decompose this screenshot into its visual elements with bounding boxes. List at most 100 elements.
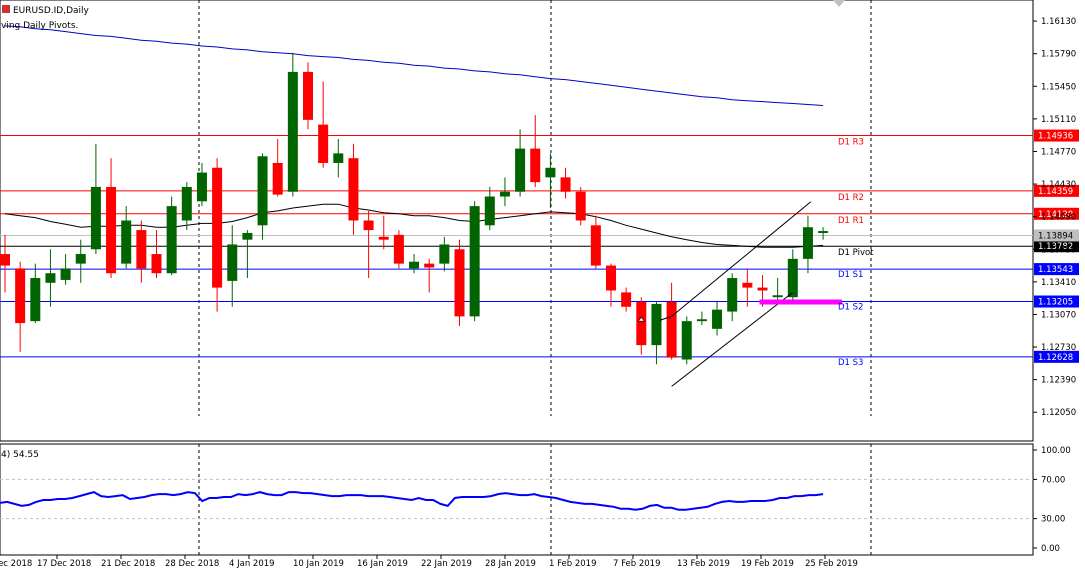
pivot-price-box (1034, 207, 1079, 220)
price-tick-label: 1.14770 (1041, 147, 1076, 157)
candle-body (530, 148, 541, 183)
price-tick-label: 1.13410 (1041, 278, 1076, 288)
candle-body (257, 156, 268, 226)
rsi-tick-label: 70.00 (1041, 475, 1065, 485)
candle-body (818, 231, 829, 233)
pivot-price-label: 1.14936 (1038, 132, 1073, 142)
pivot-price-label: 1.13543 (1038, 265, 1073, 275)
price-tick-label: 1.14430 (1041, 180, 1076, 190)
candle-body (469, 206, 480, 317)
current-price-label: 1.13894 (1038, 231, 1073, 241)
time-tick-label: 28 Dec 2018 (165, 559, 219, 569)
price-tick-label: 1.15790 (1041, 50, 1076, 60)
candle-body (196, 172, 207, 202)
candle-body (227, 244, 238, 281)
candle-body (454, 249, 465, 317)
candle-body (333, 153, 344, 163)
time-tick-label: 25 Feb 2019 (805, 559, 858, 569)
time-axis: 13 Dec 2018 17 Dec 2018 21 Dec 2018 28 Dec … (0, 555, 858, 569)
candle-body (636, 301, 647, 346)
candle-body (363, 220, 374, 231)
candle-body (757, 287, 768, 291)
candle-body (727, 278, 738, 312)
symbol-title: EURUSD.ID,Daily (13, 6, 90, 16)
candle-body (681, 321, 692, 360)
candle-body (424, 263, 435, 268)
price-axis: 1.16130 1.15790 1.15450 1.15110 1.14770 1.144… (1033, 17, 1076, 418)
pivot-name: D1 R1 (838, 216, 864, 226)
pivot-price-label: 1.14120 (1038, 210, 1073, 220)
trendline-connector (659, 315, 672, 321)
candle-body (772, 295, 783, 298)
candle-body (318, 124, 329, 163)
trendline-lower (671, 292, 794, 387)
candle-body (15, 268, 26, 324)
candle-body (212, 167, 223, 288)
candle-body (712, 309, 723, 329)
candle-body (590, 225, 601, 266)
pivot-price-box (1034, 263, 1079, 276)
rsi-levels: 100.00 70.00 30.00 0.00 (0, 446, 1071, 554)
candle-body (484, 196, 495, 226)
candle-body (90, 186, 101, 250)
price-tick-label: 1.13750 (1041, 245, 1076, 255)
price-tick-label: 1.12050 (1041, 408, 1076, 418)
candle-body (621, 292, 632, 307)
pivot-price-box (1034, 184, 1079, 197)
rsi-tick-label: 100.00 (1041, 446, 1071, 456)
pivot-zone-marker (759, 299, 843, 305)
pivot-labels: D1 R3 1.14936 D1 R2 1.14359 D1 R1 1.14120 D1 P… (838, 129, 1079, 368)
price-tick-label: 1.14090 (1041, 213, 1076, 223)
candle-body (515, 148, 526, 192)
main-pane-frame (0, 0, 1034, 442)
pivot-price-label: 1.14359 (1038, 187, 1073, 197)
pivot-name: D1 S2 (838, 303, 863, 313)
candle-body (136, 230, 147, 269)
candle-body (606, 265, 616, 291)
candle-body (787, 258, 798, 298)
rsi-tick-label: 0.00 (1041, 544, 1060, 554)
candle-body (242, 232, 253, 240)
indicator-title: ving Daily Pivots. (1, 21, 78, 31)
candle-body (439, 244, 450, 264)
pivot-price-label: 1.13205 (1038, 298, 1073, 308)
candle-body (545, 167, 556, 178)
time-tick-label: 21 Dec 2018 (101, 559, 155, 569)
pivot-price-box (1034, 129, 1079, 142)
candle-body (575, 191, 586, 221)
shift-marker-icon (833, 0, 845, 7)
time-tick-label: 10 Jan 2019 (293, 559, 344, 569)
time-tick-label: 13 Dec 2018 (0, 559, 32, 569)
candle-body (409, 261, 420, 269)
trendline-upper (671, 201, 812, 317)
price-tick-label: 1.15450 (1041, 82, 1076, 92)
pivot-price-label: 1.12628 (1038, 353, 1073, 363)
pivot-price-box (1034, 295, 1079, 308)
candle-body (348, 158, 359, 221)
candle-body (802, 227, 813, 259)
candle-body (272, 162, 283, 195)
candle-body (499, 191, 510, 197)
overlays (637, 201, 843, 387)
pivot-name: D1 S3 (838, 358, 863, 368)
candle-body (666, 301, 677, 358)
candle-body (75, 254, 86, 264)
time-tick-label: 16 Jan 2019 (357, 559, 408, 569)
candle-body (166, 206, 177, 274)
pivot-price-box (1034, 240, 1079, 253)
time-tick-label: 28 Jan 2019 (485, 559, 536, 569)
price-tick-label: 1.12390 (1041, 376, 1076, 386)
candle-body (287, 71, 298, 192)
pivot-name: D1 R3 (838, 138, 864, 148)
time-tick-label: 17 Dec 2018 (37, 559, 91, 569)
time-tick-label: 1 Feb 2019 (549, 559, 597, 569)
time-tick-label: 13 Feb 2019 (677, 559, 730, 569)
period-separators (198, 0, 872, 555)
pivot-price-label: 1.13782 (1038, 242, 1073, 252)
time-tick-label: 4 Jan 2019 (229, 559, 275, 569)
rsi-line (0, 491, 824, 511)
candle-body (378, 236, 389, 240)
candle-body (45, 273, 56, 283)
candle-body (121, 220, 132, 264)
